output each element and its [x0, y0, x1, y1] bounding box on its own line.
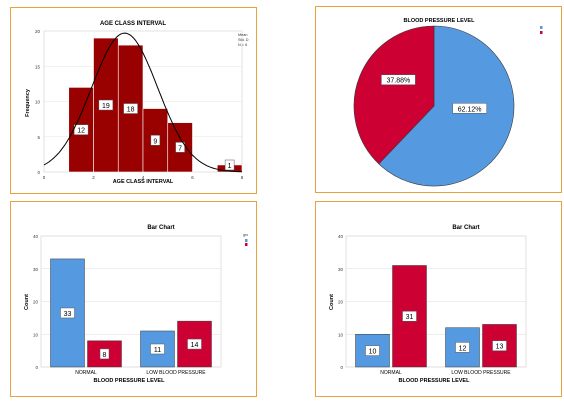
bar-value-label-box [492, 340, 507, 351]
x-axis-title: BLOOD PRESSURE LEVEL [94, 378, 166, 384]
bar-value-label-box [175, 142, 185, 153]
pie-slice-label: 62.12% [458, 106, 482, 113]
blood-pressure-pie-chart: 62.12% 37.88% BLOOD PRESSURE LEVEL [353, 18, 543, 187]
legend-stat-text: Mean [238, 33, 248, 37]
x-tick-label: NORMAL [380, 370, 402, 376]
blood-pressure-bar-chart-2: 0 10 20 30 40 10 31 NORMAL 12 13 LOW BLOOD PRESSUR… [329, 225, 527, 384]
bar-value-label: 1 [228, 163, 232, 170]
x-axis-title: AGE CLASS INTERVAL [113, 179, 174, 185]
y-tick-label: 20 [33, 300, 39, 305]
bar-value-label: 9 [153, 138, 157, 145]
bar-value-label: 14 [191, 342, 199, 349]
chart-title: Bar Chart [452, 225, 479, 231]
y-tick-label: 20 [35, 29, 41, 34]
blood-pressure-bar-chart-1: 0 10 20 30 40 33 8 NORMAL 11 14 LOW BLOOD PRESSURE… [24, 225, 248, 384]
x-tick-label: 6 [191, 175, 194, 180]
bar-value-label-box [224, 159, 235, 171]
chart-title: BLOOD PRESSURE LEVEL [404, 18, 476, 24]
x-tick-label: 2 [92, 175, 95, 180]
bar-value-label: 7 [178, 145, 182, 152]
y-axis-title: Count [329, 294, 335, 310]
y-tick-label: 15 [35, 64, 41, 69]
x-tick-label: 4 [142, 175, 145, 180]
bar-value-label-box [98, 99, 114, 111]
y-tick-label: 0 [37, 170, 40, 175]
bar-value-label: 10 [369, 349, 377, 356]
normal-curve [43, 32, 242, 173]
legend-swatch [540, 31, 543, 34]
bar-value-label: 18 [127, 107, 135, 114]
y-axis-title: Count [24, 294, 30, 310]
pie-slice [378, 25, 515, 187]
bar-value-label: 33 [64, 311, 72, 318]
y-tick-label: 20 [338, 300, 344, 305]
legend-swatch [245, 239, 248, 242]
y-tick-label: 30 [33, 267, 39, 272]
x-axis-title: BLOOD PRESSURE LEVEL [399, 378, 471, 384]
bar-value-label: 19 [102, 103, 110, 110]
age-histogram: 0 5 10 15 20 0 2 4 6 8 12 19 18 9 7 1 AGE CLASS INTERVAL… [25, 21, 249, 185]
y-axis-title: Frequency [25, 88, 31, 117]
legend-swatch [540, 26, 543, 29]
pie-slice-label-box [452, 103, 487, 114]
y-tick-label: 40 [33, 234, 39, 239]
y-tick-label: 10 [33, 332, 39, 337]
legend-stat-text: N = 6 [238, 43, 247, 47]
bar-chart-panel-1: 0 10 20 30 40 33 8 NORMAL 11 14 LOW BLOOD PRESSURE… [10, 201, 257, 397]
bar-value-label: 31 [406, 314, 414, 321]
y-tick-label: 10 [338, 332, 344, 337]
pie-chart-panel: 62.12% 37.88% BLOOD PRESSURE LEVEL [315, 6, 562, 193]
x-tick-label: 0 [43, 175, 46, 180]
y-tick-label: 30 [338, 267, 344, 272]
bar-value-label: 8 [103, 352, 107, 359]
histogram-panel: 0 5 10 15 20 0 2 4 6 8 12 19 18 9 7 1 AGE CLASS INTERVAL… [10, 7, 257, 194]
bar-value-label-box [150, 135, 161, 146]
bar-value-label-box [60, 307, 75, 319]
y-tick-label: 40 [338, 234, 344, 239]
chart-title: Bar Chart [147, 225, 174, 231]
y-tick-label: 10 [35, 100, 41, 105]
bar-value-label-box [187, 338, 202, 350]
bar-value-label: 12 [77, 128, 85, 135]
bar-value-label-box [99, 348, 110, 360]
x-tick-label: LOW BLOOD PRESSURE [451, 370, 511, 376]
y-tick-label: 0 [35, 365, 38, 370]
pie-slice-label-box [381, 74, 416, 85]
x-tick-label: NORMAL [75, 370, 97, 376]
bar-value-label-box [150, 343, 165, 355]
bar-value-label-box [402, 310, 417, 322]
legend-swatch [245, 243, 248, 246]
bar-value-label: 11 [154, 347, 161, 354]
bar-value-label-box [123, 103, 138, 114]
bar-value-label: 12 [459, 345, 467, 352]
x-tick-label: 8 [241, 175, 244, 180]
legend-title: gro [243, 233, 248, 237]
bar-value-label-box [455, 342, 470, 353]
bar-value-label-box [365, 345, 380, 356]
pie-slice-label: 37.88% [386, 78, 410, 85]
y-tick-label: 0 [340, 365, 343, 370]
pie-slice [353, 25, 435, 165]
legend-stat-text: Std. D [238, 38, 249, 42]
y-tick-label: 5 [37, 135, 40, 140]
chart-title: AGE CLASS INTERVAL [100, 21, 166, 27]
bar-value-label: 13 [496, 344, 504, 351]
bar-chart-panel-2: 0 10 20 30 40 10 31 NORMAL 12 13 LOW BLOOD PRESSUR… [315, 201, 562, 397]
x-tick-label: LOW BLOOD PRESSURE [146, 370, 206, 376]
